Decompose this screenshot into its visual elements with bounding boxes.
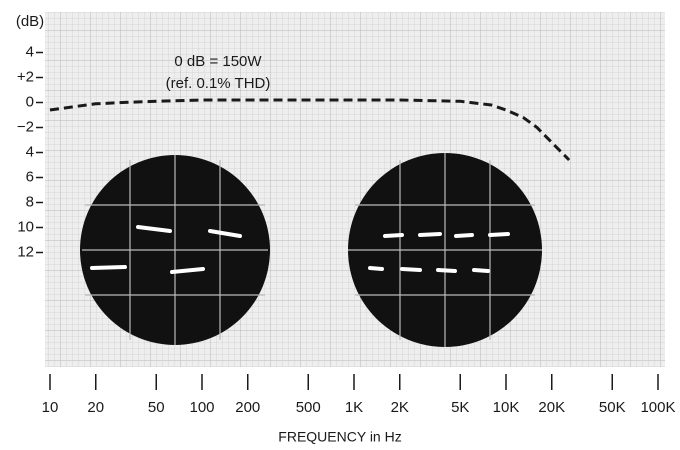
x-tick-label: 2K [391, 399, 409, 416]
x-tick-label: 10K [493, 399, 520, 416]
scope-right [348, 153, 542, 347]
annotation: 0 dB = 150W [174, 53, 262, 70]
scope-left [80, 155, 270, 345]
y-tick-label: 12 [17, 243, 34, 260]
annotation: (ref. 0.1% THD) [166, 75, 271, 92]
y-tick-label: +2 [17, 68, 34, 85]
y-tick-label: −2 [17, 118, 34, 135]
x-tick-label: 5K [451, 399, 469, 416]
x-tick-label: 20 [87, 399, 104, 416]
x-axis-label: FREQUENCY in Hz [278, 429, 401, 445]
y-tick-label: 4 [26, 43, 34, 60]
y-tick-label: 6 [26, 168, 34, 185]
x-tick-label: 50 [148, 399, 165, 416]
x-tick-label: 20K [538, 399, 565, 416]
y-tick-label: 4 [26, 143, 34, 160]
y-tick-label: 0 [26, 93, 34, 110]
x-tick-label: 50K [599, 399, 626, 416]
x-tick-label: 500 [296, 399, 321, 416]
y-tick-label: 10 [17, 218, 34, 235]
x-tick-label: 1K [345, 399, 363, 416]
y-axis-label: (dB) [16, 13, 44, 30]
x-tick-label: 100K [640, 399, 675, 416]
x-tick-label: 10 [42, 399, 59, 416]
x-tick-label: 100 [189, 399, 214, 416]
response-line [49, 98, 571, 162]
y-tick-label: 8 [26, 193, 34, 210]
x-tick-label: 200 [235, 399, 260, 416]
